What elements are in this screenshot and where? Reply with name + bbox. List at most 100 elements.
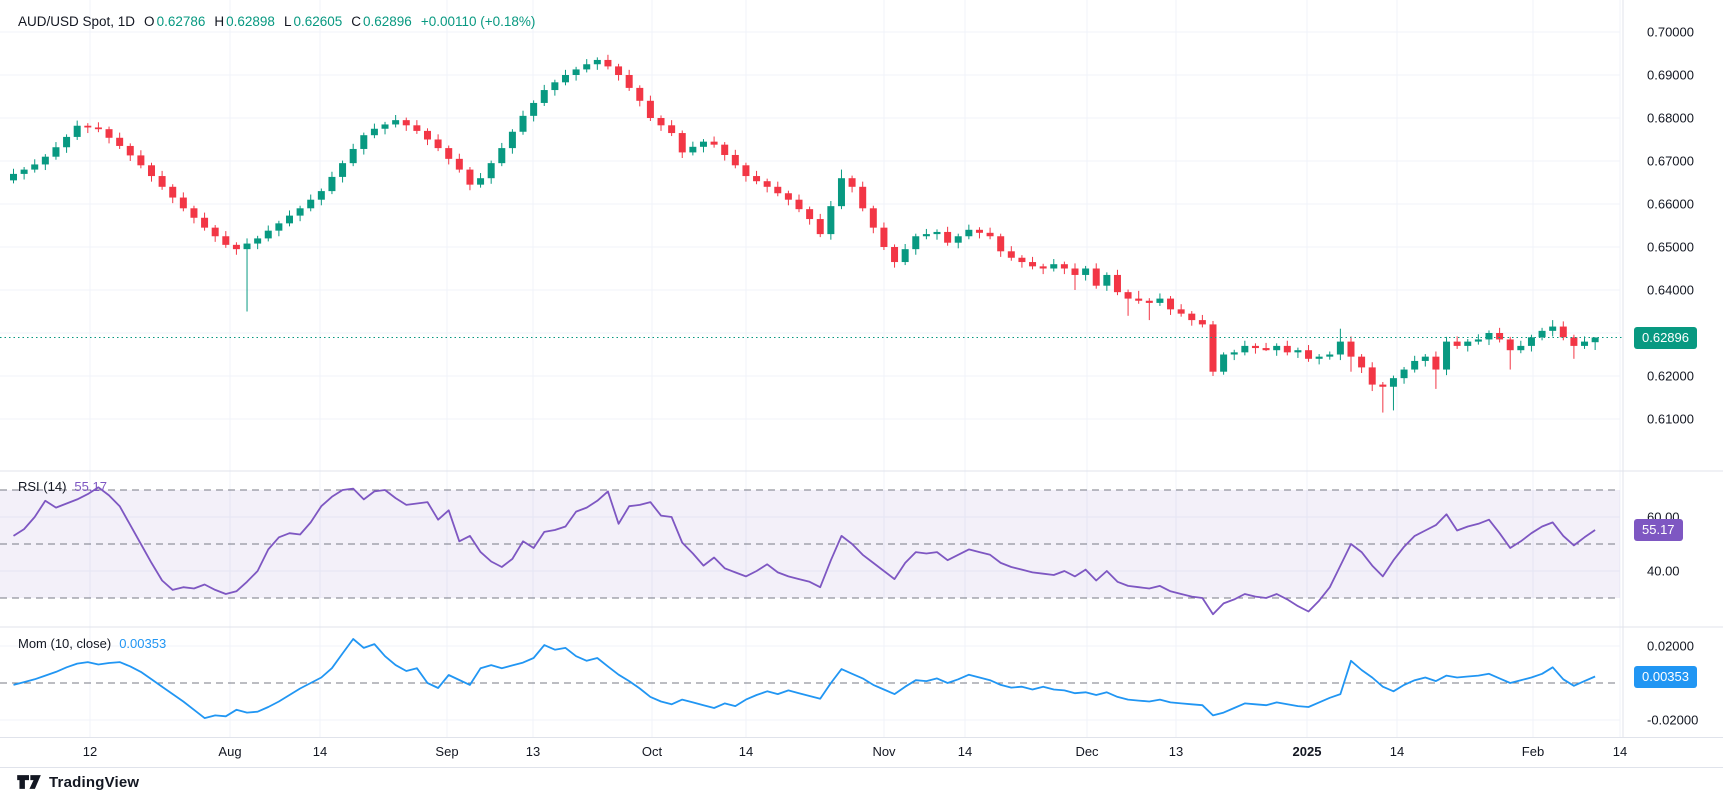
- candle-down: [147, 165, 155, 177]
- candle-up: [530, 102, 538, 116]
- rsi-value-badge: 55.17: [1634, 519, 1683, 541]
- candle-up: [561, 75, 569, 83]
- candle-up: [307, 199, 315, 209]
- candle-down: [1039, 266, 1047, 269]
- candle-down: [1506, 339, 1514, 351]
- symbol-legend[interactable]: AUD/USD Spot, 1D O 0.62786 H 0.62898 L 0.62…: [18, 14, 535, 29]
- candle-down: [466, 169, 474, 185]
- candle-up: [1050, 264, 1058, 269]
- candle-down: [190, 208, 198, 218]
- candle-down: [1570, 337, 1578, 346]
- time-axis-label: 13: [1168, 744, 1184, 759]
- time-axis-label: Nov: [872, 744, 896, 759]
- price-axis-label: 0.66000: [1647, 196, 1694, 212]
- candle-down: [636, 87, 644, 101]
- candle-up: [1103, 274, 1111, 286]
- time-axis-label: 14: [957, 744, 973, 759]
- candle-down: [137, 155, 145, 166]
- candle-up: [360, 135, 368, 149]
- mom-line: [13, 638, 1596, 719]
- candle-up: [837, 178, 845, 207]
- candle-up: [1464, 341, 1472, 346]
- candle-down: [201, 217, 209, 228]
- candle-up: [965, 229, 973, 237]
- price-axis-label: 0.61000: [1647, 411, 1694, 427]
- candle-up: [317, 191, 325, 200]
- candle-down: [646, 100, 654, 118]
- candle-down: [222, 236, 230, 245]
- candle-down: [158, 176, 166, 187]
- candle-up: [1241, 345, 1249, 353]
- candle-up: [912, 236, 920, 250]
- candle-up: [827, 206, 835, 235]
- candle-down: [784, 193, 792, 200]
- candle-up: [487, 163, 495, 179]
- candle-down: [1135, 298, 1143, 301]
- candle-up: [583, 64, 591, 70]
- candle-up: [370, 128, 378, 136]
- candle-down: [869, 208, 877, 228]
- candle-down: [1305, 350, 1313, 359]
- candle-down: [763, 181, 771, 187]
- candle-down: [1347, 341, 1355, 357]
- candle-down: [604, 59, 612, 67]
- candle-down: [721, 144, 729, 155]
- time-axis-label: 14: [1612, 744, 1628, 759]
- candle-up: [1538, 330, 1546, 338]
- candle-up: [572, 69, 580, 75]
- candle-up: [275, 223, 283, 231]
- candle-up: [519, 115, 527, 132]
- candle-down: [615, 66, 623, 75]
- candle-up: [954, 236, 962, 243]
- time-axis-label: 12: [82, 744, 98, 759]
- candle-down: [413, 125, 421, 131]
- candle-down: [1092, 268, 1100, 286]
- candle-down: [1029, 262, 1037, 267]
- candle-down: [668, 125, 676, 134]
- candle-down: [1453, 341, 1461, 346]
- candle-up: [1082, 268, 1090, 275]
- candle-up: [1336, 341, 1344, 355]
- candle-down: [1177, 309, 1185, 314]
- candle-down: [1188, 313, 1196, 321]
- candle-down: [1198, 320, 1206, 325]
- candle-up: [1591, 337, 1599, 343]
- candle-down: [880, 227, 888, 247]
- candle-down: [997, 236, 1005, 252]
- price-axis-label: 0.65000: [1647, 239, 1694, 255]
- price-axis-label: 0.68000: [1647, 110, 1694, 126]
- candle-down: [434, 139, 442, 149]
- symbol-title: AUD/USD Spot, 1D: [18, 14, 136, 29]
- candle-up: [593, 59, 601, 65]
- time-axis-label: Feb: [1521, 744, 1545, 759]
- candle-up: [1315, 356, 1323, 359]
- candle-up: [1230, 352, 1238, 355]
- candle-up: [901, 249, 909, 263]
- price-axis-label: 0.70000: [1647, 24, 1694, 40]
- candle-up: [63, 136, 71, 148]
- candle-down: [710, 141, 718, 145]
- candle-down: [1358, 356, 1366, 368]
- candle-down: [445, 148, 453, 159]
- rsi-legend[interactable]: RSI (14) 55.17: [18, 479, 107, 494]
- candle-down: [795, 199, 803, 210]
- candle-down: [816, 219, 824, 235]
- mom-value-badge: 0.00353: [1634, 666, 1697, 688]
- candle-down: [891, 247, 899, 263]
- mom-legend[interactable]: Mom (10, close) 0.00353: [18, 636, 166, 651]
- candle-up: [285, 215, 293, 224]
- candle-down: [859, 186, 867, 209]
- rsi-label: RSI (14): [18, 479, 67, 494]
- candle-up: [31, 164, 39, 170]
- candle-up: [349, 148, 357, 164]
- last-price-badge: 0.62896: [1634, 327, 1697, 349]
- candle-up: [52, 147, 60, 157]
- candle-down: [169, 186, 177, 198]
- time-axis[interactable]: 12 Aug 14 Sep 13 Oct 14 Nov 14 Dec 13 2025 14 Feb 14: [0, 737, 1723, 768]
- candle-down: [126, 145, 134, 156]
- tradingview-branding[interactable]: TradingView: [16, 772, 139, 792]
- time-axis-label: Aug: [218, 744, 242, 759]
- candle-up: [41, 156, 49, 165]
- candle-down: [1262, 348, 1270, 351]
